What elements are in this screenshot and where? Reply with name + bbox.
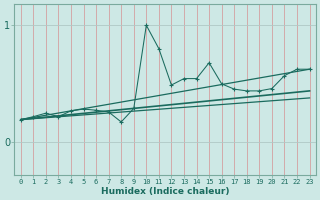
X-axis label: Humidex (Indice chaleur): Humidex (Indice chaleur) [101, 187, 229, 196]
